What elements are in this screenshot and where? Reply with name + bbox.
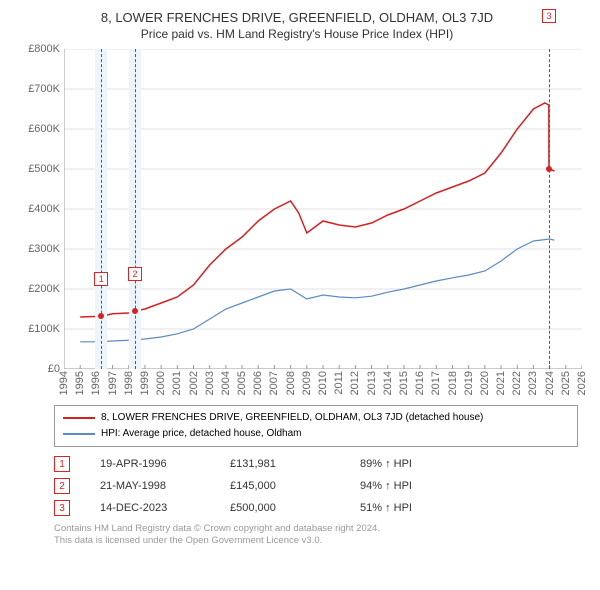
x-tick-label: 2022: [511, 371, 523, 395]
footer-line1: Contains HM Land Registry data © Crown c…: [54, 523, 582, 535]
x-tick-label: 2024: [544, 371, 556, 395]
x-tick-label: 2003: [204, 371, 216, 395]
y-axis: £0£100K£200K£300K£400K£500K£600K£700K£80…: [20, 49, 64, 369]
x-tick-label: 2012: [349, 371, 361, 395]
x-tick-label: 2014: [382, 371, 394, 395]
x-tick-label: 1996: [90, 371, 102, 395]
sale-dashed-line: [101, 49, 102, 369]
sale-marker-dot: [132, 308, 138, 314]
y-tick-label: £100K: [28, 323, 60, 335]
series-line: [80, 239, 554, 342]
marker-badge: 2: [54, 478, 70, 494]
marker-price: £500,000: [230, 502, 330, 514]
x-tick-label: 1998: [123, 371, 135, 395]
legend-label-price: 8, LOWER FRENCHES DRIVE, GREENFIELD, OLD…: [101, 410, 483, 426]
legend-swatch-price: [63, 417, 95, 419]
marker-date: 19-APR-1996: [100, 458, 200, 470]
x-tick-label: 2007: [268, 371, 280, 395]
y-tick-label: £300K: [28, 243, 60, 255]
y-tick-label: £400K: [28, 203, 60, 215]
x-tick-label: 1997: [107, 371, 119, 395]
sale-marker-badge: 1: [94, 272, 108, 286]
x-tick-label: 2009: [301, 371, 313, 395]
x-tick-label: 2018: [447, 371, 459, 395]
x-tick-label: 2025: [560, 371, 572, 395]
footer-line2: This data is licensed under the Open Gov…: [54, 535, 582, 547]
x-tick-label: 2000: [155, 371, 167, 395]
marker-price: £131,981: [230, 458, 330, 470]
marker-row: 1 19-APR-1996 £131,981 89% ↑ HPI: [54, 453, 578, 475]
markers-table: 1 19-APR-1996 £131,981 89% ↑ HPI 2 21-MA…: [54, 453, 578, 519]
x-tick-label: 2008: [285, 371, 297, 395]
marker-row: 3 14-DEC-2023 £500,000 51% ↑ HPI: [54, 497, 578, 519]
x-tick-label: 2010: [317, 371, 329, 395]
plot-svg: [64, 49, 582, 369]
x-tick-label: 2021: [495, 371, 507, 395]
sale-dashed-line: [549, 49, 550, 369]
x-tick-label: 2013: [366, 371, 378, 395]
sale-dashed-line: [135, 49, 136, 369]
legend-row-hpi: HPI: Average price, detached house, Oldh…: [63, 426, 569, 442]
legend-row-price: 8, LOWER FRENCHES DRIVE, GREENFIELD, OLD…: [63, 410, 569, 426]
plot-region: 123: [64, 49, 582, 369]
series-line: [80, 103, 554, 317]
x-tick-label: 2020: [479, 371, 491, 395]
x-tick-label: 1994: [58, 371, 70, 395]
x-tick-label: 2001: [171, 371, 183, 395]
marker-row: 2 21-MAY-1998 £145,000 94% ↑ HPI: [54, 475, 578, 497]
x-tick-label: 2016: [414, 371, 426, 395]
sale-marker-dot: [98, 313, 104, 319]
marker-pct: 51% ↑ HPI: [360, 502, 460, 514]
y-tick-label: £500K: [28, 163, 60, 175]
footer: Contains HM Land Registry data © Crown c…: [54, 523, 582, 547]
x-tick-label: 2005: [236, 371, 248, 395]
y-tick-label: £600K: [28, 123, 60, 135]
sale-marker-badge: 2: [128, 267, 142, 281]
y-tick-label: £800K: [28, 43, 60, 55]
x-tick-label: 2019: [463, 371, 475, 395]
x-tick-label: 2011: [333, 371, 345, 395]
marker-badge: 3: [54, 500, 70, 516]
x-tick-label: 2015: [398, 371, 410, 395]
marker-pct: 89% ↑ HPI: [360, 458, 460, 470]
x-tick-label: 2026: [576, 371, 588, 395]
x-tick-label: 2002: [188, 371, 200, 395]
sale-marker-badge: 3: [542, 9, 556, 23]
y-tick-label: £200K: [28, 283, 60, 295]
marker-badge: 1: [54, 456, 70, 472]
chart-area: £0£100K£200K£300K£400K£500K£600K£700K£80…: [20, 49, 582, 399]
legend-label-hpi: HPI: Average price, detached house, Oldh…: [101, 426, 302, 442]
x-tick-label: 2004: [220, 371, 232, 395]
x-axis: 1994199519961997199819992000200120022003…: [64, 369, 582, 399]
marker-price: £145,000: [230, 480, 330, 492]
marker-date: 14-DEC-2023: [100, 502, 200, 514]
x-tick-label: 2023: [527, 371, 539, 395]
legend: 8, LOWER FRENCHES DRIVE, GREENFIELD, OLD…: [54, 405, 578, 447]
y-tick-label: £700K: [28, 83, 60, 95]
sale-marker-dot: [546, 166, 552, 172]
chart-subtitle: Price paid vs. HM Land Registry's House …: [12, 27, 582, 41]
x-tick-label: 2006: [252, 371, 264, 395]
legend-swatch-hpi: [63, 433, 95, 435]
chart-title: 8, LOWER FRENCHES DRIVE, GREENFIELD, OLD…: [12, 10, 582, 25]
x-tick-label: 2017: [430, 371, 442, 395]
chart-container: 8, LOWER FRENCHES DRIVE, GREENFIELD, OLD…: [0, 0, 600, 590]
x-tick-label: 1999: [139, 371, 151, 395]
marker-date: 21-MAY-1998: [100, 480, 200, 492]
marker-pct: 94% ↑ HPI: [360, 480, 460, 492]
x-tick-label: 1995: [74, 371, 86, 395]
